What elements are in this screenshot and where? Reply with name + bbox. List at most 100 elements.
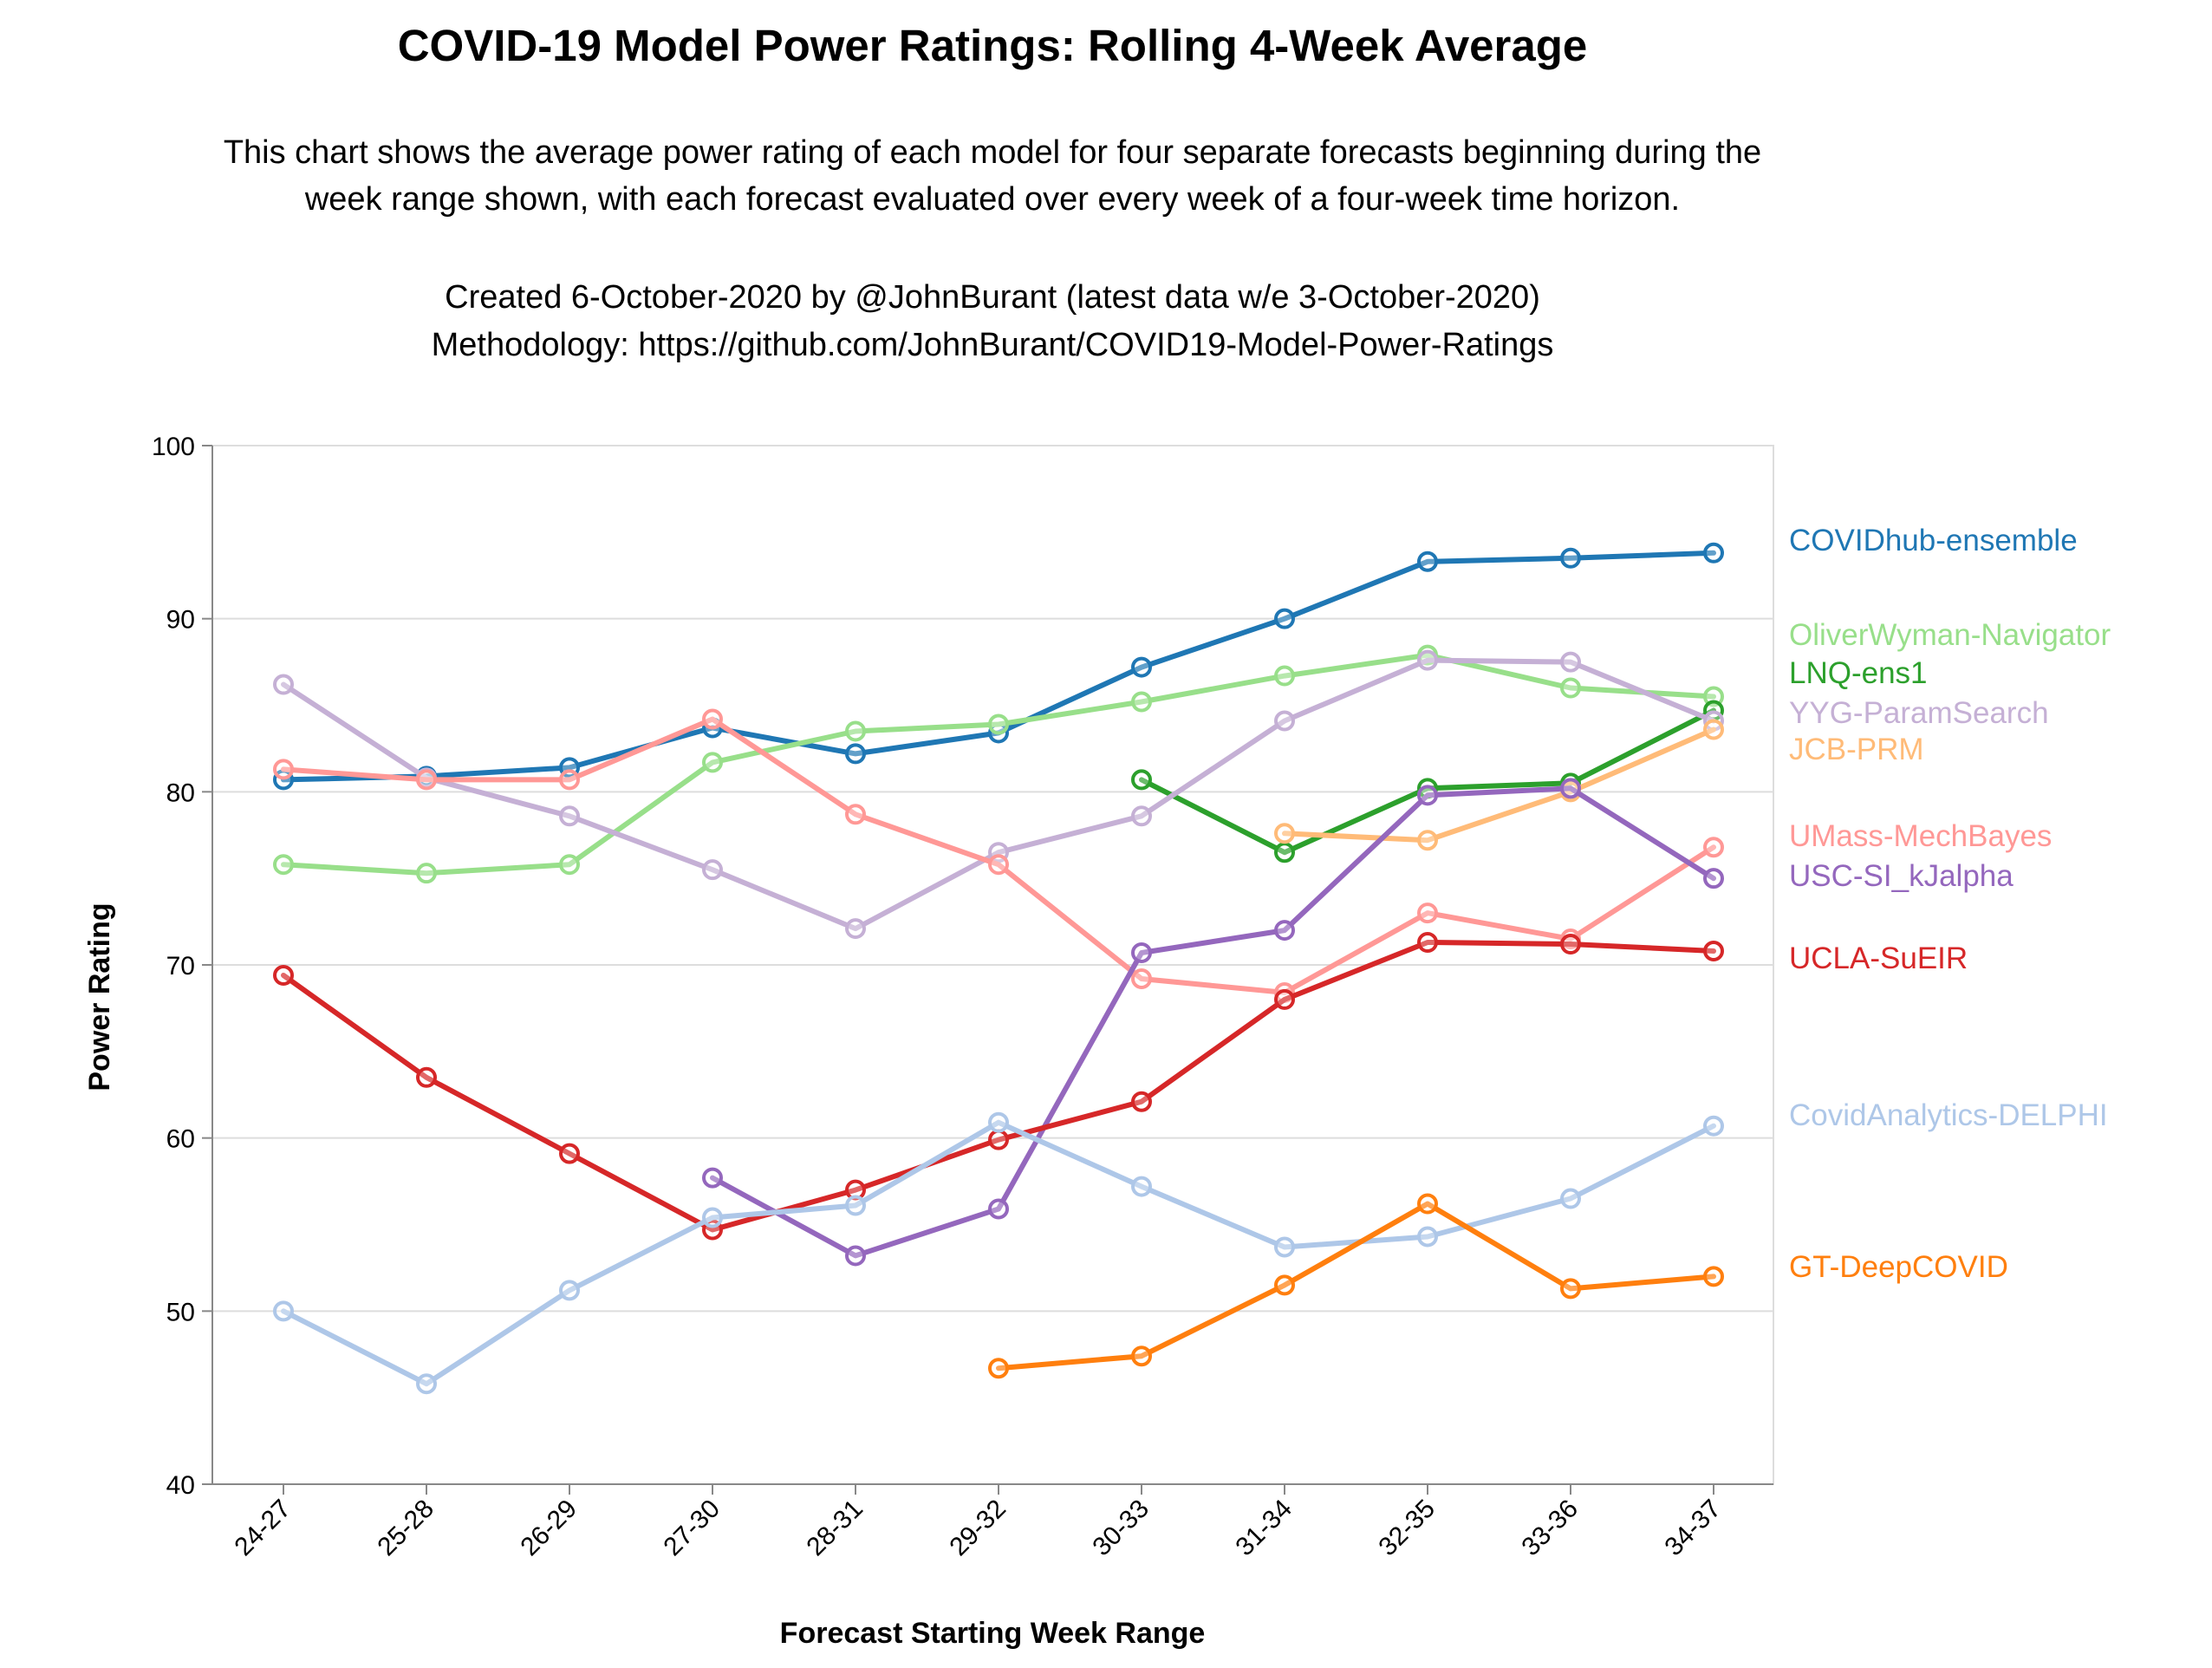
x-tick-label: 31-34: [1230, 1495, 1298, 1562]
data-point[interactable]: [988, 1198, 1009, 1220]
data-point[interactable]: [1417, 1193, 1438, 1215]
data-point[interactable]: [1274, 920, 1295, 942]
data-point[interactable]: [1703, 837, 1724, 858]
data-point[interactable]: [845, 1245, 866, 1267]
data-point[interactable]: [1417, 1226, 1438, 1248]
data-point[interactable]: [1703, 941, 1724, 962]
data-point[interactable]: [1274, 608, 1295, 629]
data-point[interactable]: [273, 964, 294, 986]
data-point[interactable]: [1131, 942, 1152, 964]
data-point[interactable]: [1274, 1236, 1295, 1258]
data-point[interactable]: [416, 1373, 437, 1395]
data-point[interactable]: [845, 1179, 866, 1201]
series-lines: [273, 542, 1724, 1395]
series-line: [281, 652, 1716, 876]
data-point[interactable]: [559, 805, 580, 827]
data-point[interactable]: [702, 1207, 723, 1228]
series-UCLA-SuEIR: [273, 932, 1724, 1241]
data-point[interactable]: [845, 1195, 866, 1216]
data-point[interactable]: [273, 674, 294, 695]
data-point[interactable]: [1417, 902, 1438, 924]
series-label: LNQ-ens1: [1789, 656, 1928, 690]
data-point[interactable]: [1274, 842, 1295, 863]
data-point[interactable]: [1560, 651, 1581, 673]
data-point[interactable]: [1274, 988, 1295, 1010]
data-point[interactable]: [273, 1300, 294, 1322]
data-point[interactable]: [559, 1143, 580, 1164]
data-point[interactable]: [1560, 547, 1581, 569]
data-point[interactable]: [1274, 823, 1295, 844]
series-label: JCB-PRM: [1789, 733, 1924, 766]
data-point[interactable]: [1703, 542, 1724, 564]
y-tick-label: 90: [166, 606, 195, 635]
data-point[interactable]: [1274, 1274, 1295, 1296]
data-point[interactable]: [1131, 656, 1152, 678]
data-point[interactable]: [1131, 691, 1152, 713]
series-line: [281, 550, 1716, 783]
data-point[interactable]: [273, 759, 294, 780]
data-point[interactable]: [559, 854, 580, 876]
data-point[interactable]: [1274, 710, 1295, 732]
data-point[interactable]: [845, 720, 866, 742]
series-label: GT-DeepCOVID: [1789, 1250, 2008, 1284]
data-point[interactable]: [1131, 1176, 1152, 1197]
data-point[interactable]: [1560, 934, 1581, 955]
data-point[interactable]: [1417, 830, 1438, 851]
data-point[interactable]: [702, 1167, 723, 1189]
axes: 40 50 60 70 80 90 100 24-27 25-28 26-29 27-30 28-31…: [152, 433, 1773, 1561]
data-point[interactable]: [1703, 686, 1724, 707]
data-point[interactable]: [559, 769, 580, 791]
data-point[interactable]: [416, 769, 437, 791]
data-point[interactable]: [416, 1066, 437, 1088]
data-point[interactable]: [1131, 769, 1152, 791]
data-point[interactable]: [1131, 1091, 1152, 1112]
series-label: CovidAnalytics-DELPHI: [1789, 1098, 2108, 1132]
data-point[interactable]: [988, 713, 1009, 735]
data-point[interactable]: [845, 918, 866, 940]
data-point[interactable]: [988, 854, 1009, 876]
data-point[interactable]: [1131, 805, 1152, 827]
data-point[interactable]: [1703, 1115, 1724, 1137]
data-point[interactable]: [1560, 778, 1581, 799]
data-point[interactable]: [1417, 932, 1438, 954]
series-CovidAnalytics-DELPHI: [273, 1111, 1724, 1395]
data-point[interactable]: [845, 743, 866, 765]
data-point[interactable]: [273, 854, 294, 876]
data-point[interactable]: [1703, 868, 1724, 889]
data-point[interactable]: [1131, 1345, 1152, 1367]
data-point[interactable]: [845, 804, 866, 825]
subtitle-line-5: Methodology: https://github.com/JohnBura…: [432, 327, 1554, 363]
data-point[interactable]: [1703, 719, 1724, 740]
data-point[interactable]: [702, 708, 723, 730]
series-line: [710, 785, 1716, 1259]
data-point[interactable]: [702, 859, 723, 881]
data-point[interactable]: [988, 1111, 1009, 1133]
x-tick-label: 34-37: [1659, 1495, 1727, 1562]
data-point[interactable]: [1703, 1266, 1724, 1287]
data-point[interactable]: [702, 752, 723, 773]
data-point[interactable]: [1560, 677, 1581, 699]
y-tick-label: 60: [166, 1125, 195, 1154]
data-point[interactable]: [559, 1280, 580, 1301]
data-point[interactable]: [1560, 1278, 1581, 1300]
gridlines: [211, 445, 1774, 1485]
y-axis-title: Power Rating: [83, 902, 116, 1091]
data-point[interactable]: [988, 1358, 1009, 1379]
series-label: COVIDhub-ensemble: [1789, 524, 2078, 557]
data-point[interactable]: [1274, 665, 1295, 687]
y-tick-label: 80: [166, 779, 195, 807]
series-line: [281, 716, 1716, 995]
data-point[interactable]: [416, 863, 437, 884]
series-line: [996, 1201, 1716, 1372]
y-tick-label: 70: [166, 952, 195, 981]
data-point[interactable]: [988, 1129, 1009, 1150]
data-point[interactable]: [1131, 968, 1152, 989]
data-point[interactable]: [1417, 649, 1438, 671]
data-point[interactable]: [1417, 785, 1438, 806]
x-tick-label: 27-30: [658, 1495, 725, 1562]
data-point[interactable]: [1560, 1188, 1581, 1209]
data-point[interactable]: [1417, 551, 1438, 572]
x-tick-label: 24-27: [229, 1495, 296, 1562]
